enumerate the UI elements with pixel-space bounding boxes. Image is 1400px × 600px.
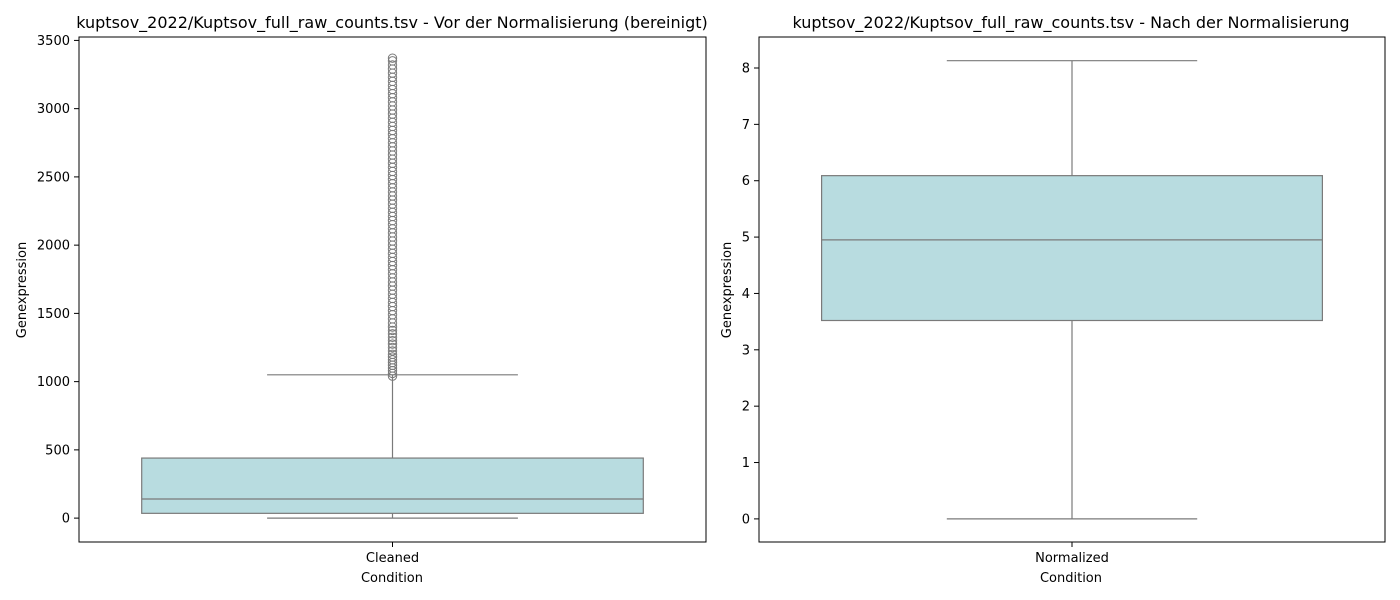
y-tick-label: 4 [742,287,750,302]
y-tick-label: 1500 [37,307,70,322]
outlier-point [387,332,398,342]
outlier-point [387,346,398,356]
chart-title: kuptsov_2022/Kuptsov_full_raw_counts.tsv… [76,13,708,33]
outlier-point [387,53,398,63]
outlier-point [387,325,398,336]
y-tick-label: 6 [742,174,750,189]
x-tick-label: Cleaned [366,551,419,566]
y-tick-label: 0 [62,512,70,527]
outlier-point [387,339,398,349]
y-tick-label: 3500 [37,34,70,49]
y-tick-label: 500 [45,443,70,458]
axes-frame [78,36,707,543]
outlier-point [387,335,398,346]
y-axis-label: Genexpression [15,242,30,338]
y-tick-label: 8 [742,61,750,76]
y-tick-label: 2000 [37,239,70,254]
axes-frame [758,36,1386,543]
chart-panel-raw: kuptsov_2022/Kuptsov_full_raw_counts.tsv… [15,13,708,586]
x-axis-label: Condition [361,571,423,586]
box-iqr [141,457,644,514]
outlier-point [387,352,398,362]
y-tick-label: 2 [742,400,750,415]
y-tick-label: 1 [742,456,750,471]
y-tick-label: 0 [742,512,750,527]
outlier-point [387,60,398,70]
y-tick-label: 3 [742,343,750,358]
x-tick-label: Normalized [1035,551,1109,566]
outlier-point [387,329,398,339]
y-tick-label: 5 [742,231,750,246]
box-iqr [820,175,1323,322]
outlier-point [387,349,398,360]
y-tick-label: 7 [742,118,750,133]
y-axis-label: Genexpression [720,242,735,338]
x-axis-label: Condition [1040,571,1102,586]
y-tick-label: 1000 [37,375,70,390]
y-tick-label: 2500 [37,170,70,185]
outlier-point [387,56,398,66]
chart-panel-normalized: kuptsov_2022/Kuptsov_full_raw_counts.tsv… [720,13,1386,586]
outlier-point [387,342,398,353]
y-tick-label: 3000 [37,102,70,117]
chart-title: kuptsov_2022/Kuptsov_full_raw_counts.tsv… [792,13,1349,33]
